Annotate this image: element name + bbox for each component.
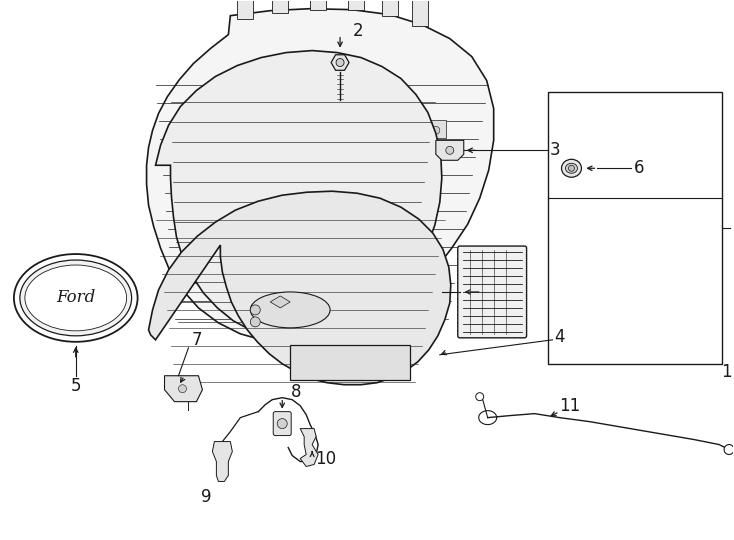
Bar bbox=[310, 0, 326, 10]
Circle shape bbox=[284, 106, 292, 114]
Bar bbox=[239, 110, 258, 129]
Text: 9: 9 bbox=[201, 488, 211, 507]
Bar bbox=[278, 100, 298, 118]
Text: 3: 3 bbox=[549, 141, 560, 159]
Circle shape bbox=[244, 117, 252, 124]
Ellipse shape bbox=[25, 265, 127, 331]
Bar bbox=[318, 96, 338, 113]
Circle shape bbox=[277, 418, 287, 429]
Text: 7: 7 bbox=[191, 331, 202, 349]
Circle shape bbox=[724, 444, 734, 455]
Polygon shape bbox=[300, 429, 318, 467]
Bar bbox=[394, 105, 414, 123]
Polygon shape bbox=[436, 140, 464, 160]
Circle shape bbox=[400, 111, 408, 119]
Circle shape bbox=[250, 305, 261, 315]
Ellipse shape bbox=[20, 260, 131, 336]
Ellipse shape bbox=[562, 159, 581, 177]
Circle shape bbox=[250, 317, 261, 327]
Circle shape bbox=[324, 102, 332, 110]
Polygon shape bbox=[270, 296, 290, 308]
Bar bbox=[272, 0, 288, 12]
Ellipse shape bbox=[14, 254, 137, 342]
FancyBboxPatch shape bbox=[273, 411, 291, 436]
Text: 8: 8 bbox=[291, 383, 302, 401]
Text: Ford: Ford bbox=[56, 289, 95, 306]
Circle shape bbox=[446, 146, 454, 154]
Text: 5: 5 bbox=[70, 377, 81, 395]
Bar bbox=[426, 120, 446, 138]
Text: 1: 1 bbox=[721, 363, 731, 381]
Circle shape bbox=[178, 384, 186, 393]
Bar bbox=[237, 0, 253, 19]
Circle shape bbox=[432, 126, 440, 134]
Text: 4: 4 bbox=[554, 328, 564, 346]
Bar bbox=[382, 0, 398, 16]
FancyBboxPatch shape bbox=[458, 246, 526, 338]
Circle shape bbox=[336, 58, 344, 66]
Polygon shape bbox=[164, 376, 203, 402]
Circle shape bbox=[568, 165, 575, 171]
Ellipse shape bbox=[565, 163, 578, 173]
Circle shape bbox=[364, 104, 372, 111]
Text: 10: 10 bbox=[316, 449, 337, 468]
Bar bbox=[548, 92, 722, 364]
Polygon shape bbox=[212, 442, 233, 482]
Bar bbox=[412, 0, 428, 25]
Ellipse shape bbox=[250, 292, 330, 328]
Text: 11: 11 bbox=[559, 397, 580, 415]
Polygon shape bbox=[148, 191, 451, 384]
Polygon shape bbox=[147, 9, 494, 343]
Bar bbox=[290, 345, 410, 380]
Bar bbox=[358, 97, 378, 116]
Circle shape bbox=[476, 393, 484, 401]
Text: 6: 6 bbox=[634, 159, 644, 177]
Polygon shape bbox=[156, 51, 442, 340]
Bar bbox=[348, 0, 364, 10]
Text: 2: 2 bbox=[353, 22, 363, 39]
